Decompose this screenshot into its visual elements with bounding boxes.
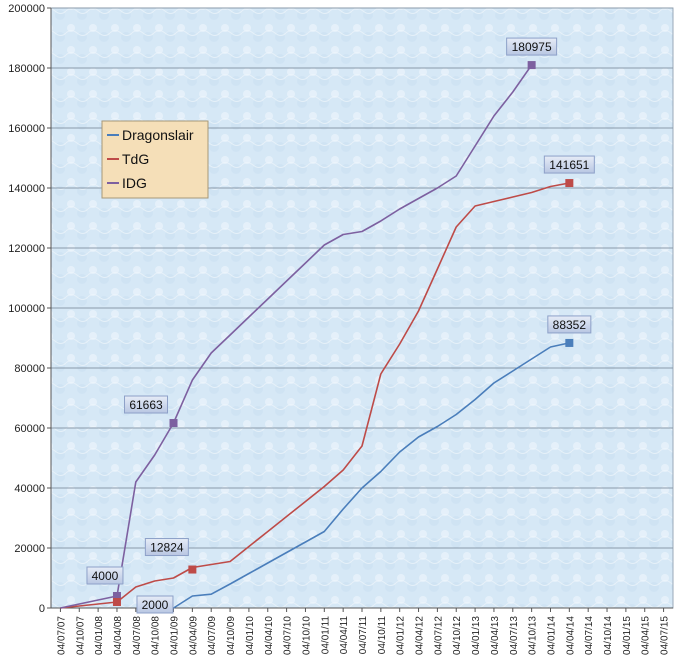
data-label: 61663 (129, 398, 163, 412)
x-tick-label: 04/10/12 (452, 616, 463, 655)
y-tick-label: 200000 (8, 3, 45, 15)
x-tick-label: 04/01/15 (622, 616, 633, 655)
data-label-box (124, 395, 169, 414)
x-tick-label: 04/10/07 (75, 616, 86, 655)
x-tick-label: 04/07/15 (660, 616, 671, 655)
data-label: 12824 (150, 541, 184, 555)
legend-entry: IDG (122, 175, 147, 191)
data-label-box (86, 566, 124, 585)
x-tick-label: 04/04/09 (188, 616, 199, 655)
x-tick-label: 04/04/14 (565, 616, 576, 655)
y-tick-label: 100000 (8, 303, 45, 315)
x-tick-label: 04/07/07 (56, 616, 67, 655)
data-label: 88352 (553, 318, 587, 332)
x-tick-label: 04/04/10 (264, 616, 275, 655)
data-labels: 4000 2000 12824 61663 88352 141651 180975 (86, 37, 595, 614)
data-label-box (144, 538, 189, 557)
data-point-marker (527, 61, 536, 70)
y-tick-label: 20000 (14, 543, 45, 555)
x-tick-label: 04/01/11 (320, 616, 331, 655)
data-point-marker (188, 565, 197, 574)
series-line-dragonslair (173, 342, 570, 609)
data-point-marker (565, 179, 574, 188)
x-tick-label: 04/10/14 (603, 616, 614, 655)
x-tick-label: 04/07/12 (433, 616, 444, 655)
series-lines (60, 64, 570, 609)
x-tick-label: 04/10/11 (377, 616, 388, 655)
x-tick-label: 04/04/12 (415, 616, 426, 655)
data-label-box (547, 315, 592, 334)
series-line-tdg (60, 182, 570, 609)
legend: Dragonslair TdG IDG (101, 120, 209, 199)
data-label: 141651 (549, 158, 589, 172)
x-tick-label: 04/04/08 (113, 616, 124, 655)
y-tick-label: 160000 (8, 123, 45, 135)
x-tick-label: 04/01/10 (245, 616, 256, 655)
data-label: 2000 (142, 598, 169, 612)
x-tick-label: 04/10/13 (528, 616, 539, 655)
data-label-box (506, 37, 558, 56)
legend-box (101, 120, 209, 199)
y-tick-label: 0 (39, 603, 45, 615)
x-tick-label: 04/01/09 (170, 616, 181, 655)
legend-entry: TdG (122, 151, 149, 167)
x-tick-label: 04/04/15 (641, 616, 652, 655)
data-label: 180975 (512, 40, 552, 54)
x-axis: 04/07/07 04/10/07 04/01/08 04/04/08 04/07/08… (56, 608, 671, 655)
data-label-box (543, 155, 595, 174)
data-point-marker (112, 592, 121, 600)
x-tick-label: 04/07/10 (283, 616, 294, 655)
data-point-marker (112, 598, 121, 606)
x-tick-label: 04/10/08 (151, 616, 162, 655)
data-point-marker (565, 338, 574, 347)
series-line-idg (60, 64, 533, 609)
x-tick-label: 04/01/14 (546, 616, 557, 655)
x-tick-label: 04/07/08 (132, 616, 143, 655)
x-tick-label: 04/01/13 (471, 616, 482, 655)
y-tick-label: 180000 (8, 63, 45, 75)
data-label: 4000 (92, 569, 119, 583)
x-tick-label: 04/01/08 (94, 616, 105, 655)
y-tick-label: 120000 (8, 243, 45, 255)
data-label-box (136, 595, 174, 614)
y-tick-label: 140000 (8, 183, 45, 195)
x-tick-label: 04/10/09 (226, 616, 237, 655)
x-tick-label: 04/07/14 (584, 616, 595, 655)
x-tick-label: 04/04/13 (490, 616, 501, 655)
y-axis: 0 20000 40000 60000 80000 100000 120000 140000 1… (8, 3, 673, 615)
data-point-marker (169, 419, 178, 428)
x-tick-label: 04/07/13 (509, 616, 520, 655)
y-tick-label: 80000 (14, 363, 45, 375)
x-tick-label: 04/07/09 (207, 616, 218, 655)
x-tick-label: 04/10/10 (301, 616, 312, 655)
y-tick-label: 40000 (14, 483, 45, 495)
x-tick-label: 04/04/11 (339, 616, 350, 655)
legend-entry: Dragonslair (122, 127, 194, 143)
y-tick-label: 60000 (14, 423, 45, 435)
x-tick-label: 04/07/11 (358, 616, 369, 655)
x-tick-label: 04/01/12 (396, 616, 407, 655)
